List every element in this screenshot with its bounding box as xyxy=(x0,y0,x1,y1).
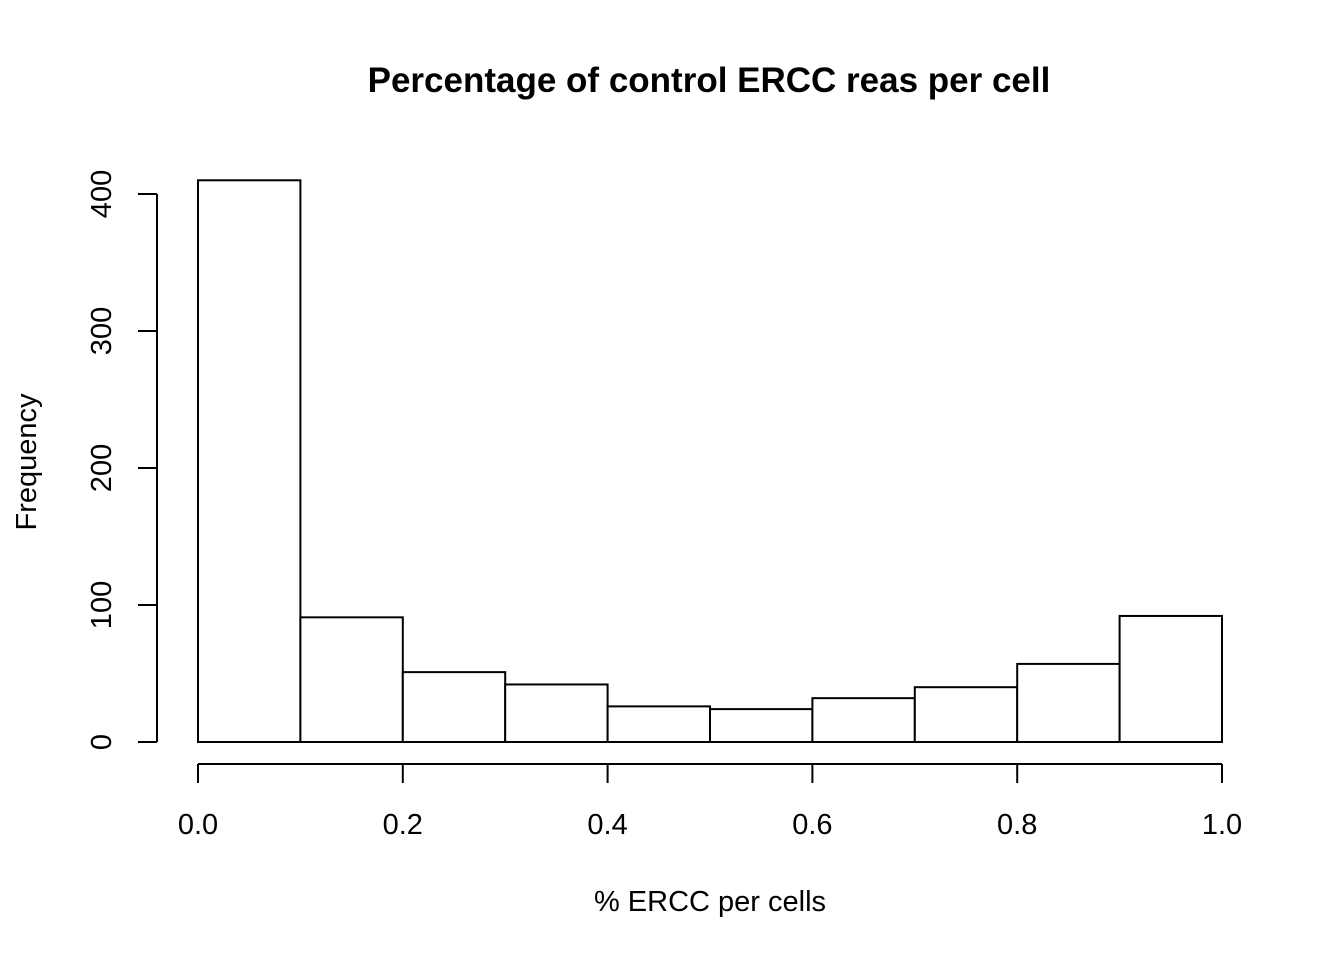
y-axis-label: Frequency xyxy=(11,393,43,531)
x-axis-label: % ERCC per cells xyxy=(594,886,826,918)
histogram-bar xyxy=(299,616,404,744)
histogram-bar xyxy=(606,705,711,744)
x-tick-label: 1.0 xyxy=(1202,809,1242,841)
bars-group xyxy=(197,179,1223,744)
histogram-bar xyxy=(1118,614,1223,744)
x-tick-label: 0.6 xyxy=(792,809,832,841)
histogram-bar xyxy=(197,179,302,744)
y-axis: 0 100 200 300 400 xyxy=(86,170,158,750)
chart-title: Percentage of control ERCC reas per cell xyxy=(368,61,1051,100)
histogram-bar xyxy=(504,683,609,744)
histogram-bar xyxy=(401,671,507,744)
histogram-bar xyxy=(811,697,916,743)
histogram-bar xyxy=(1016,662,1121,743)
x-tick-label: 0.0 xyxy=(178,809,218,841)
histogram-bar xyxy=(913,686,1019,744)
y-tick-label: 100 xyxy=(86,581,118,629)
y-tick-label: 0 xyxy=(86,734,118,750)
x-tick-label: 0.2 xyxy=(383,809,423,841)
y-tick-label: 200 xyxy=(86,444,118,492)
y-tick-label: 400 xyxy=(86,170,118,218)
x-tick-label: 0.4 xyxy=(587,809,627,841)
histogram-bar xyxy=(709,708,814,743)
y-tick-label: 300 xyxy=(86,307,118,355)
x-axis: 0.0 0.2 0.4 0.6 0.8 1.0 xyxy=(178,763,1242,841)
x-tick-label: 0.8 xyxy=(997,809,1037,841)
